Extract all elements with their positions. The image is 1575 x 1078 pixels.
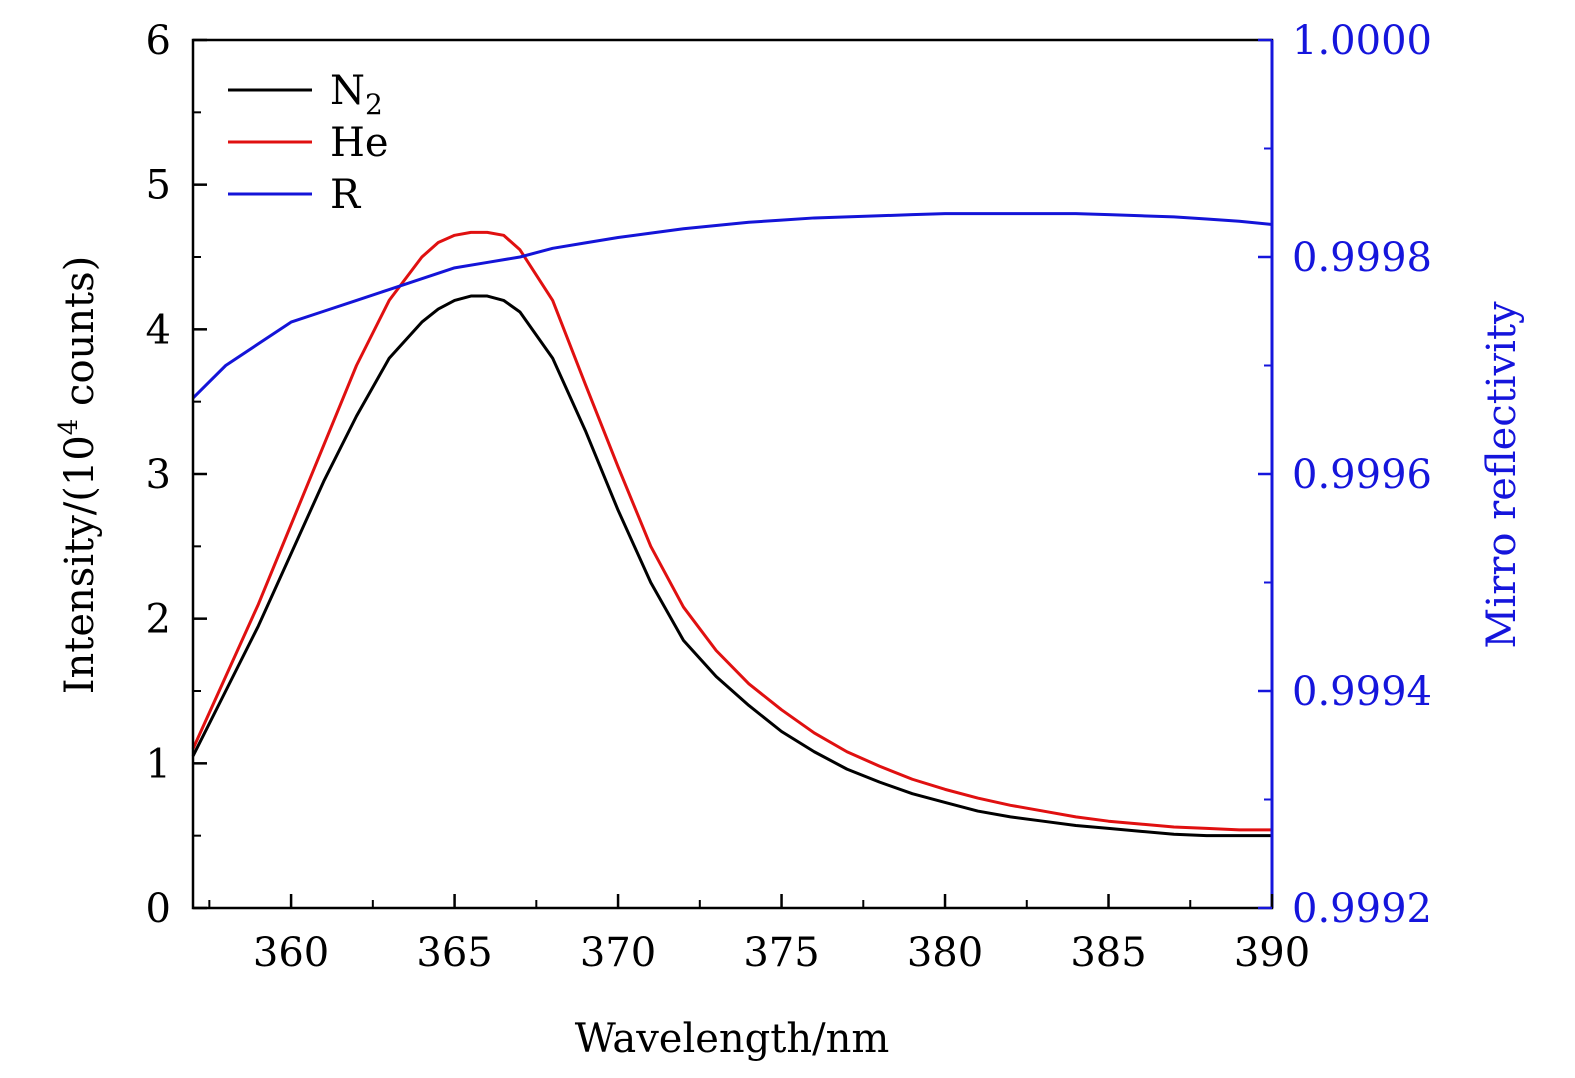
- y-axis-label-superscript: 4: [54, 419, 84, 436]
- legend-label-N2: N2: [330, 68, 383, 121]
- y-axis-label: Intensity/(104 counts): [54, 256, 103, 695]
- y-tick-label: 1: [146, 741, 171, 787]
- y-tick-label: 6: [146, 18, 171, 64]
- series-line-N2: [191, 294, 1272, 838]
- y2-tick-label: 0.9998: [1292, 235, 1432, 281]
- y-tick-label: 4: [146, 307, 171, 353]
- y2-axis-ticks: 0.9992 0.9994 0.9996 0.9998 1.0000: [1258, 18, 1432, 932]
- plot-frame: [191, 38, 1274, 910]
- y-tick-label: 2: [146, 597, 171, 643]
- y-axis-ticks: 0 1 2 3 4 5 6: [146, 18, 207, 932]
- legend-label-subscript: 2: [365, 88, 383, 121]
- y-axis-label-tail: counts): [57, 256, 103, 419]
- legend-label-He: He: [330, 120, 389, 166]
- series-line-He: [191, 230, 1272, 832]
- x-tick-label: 375: [743, 930, 819, 976]
- y2-axis-label: Mirro reflectivity: [1479, 301, 1525, 649]
- y-tick-label: 0: [146, 886, 171, 932]
- x-tick-label: 365: [416, 930, 492, 976]
- x-axis-ticks: 360 365 370 375 380 385 390: [208, 894, 1310, 976]
- y-tick-label: 5: [146, 163, 171, 209]
- legend-label-R: R: [330, 172, 362, 218]
- series-layer: [191, 212, 1273, 838]
- y-tick-label: 3: [146, 452, 171, 498]
- x-tick-label: 385: [1070, 930, 1146, 976]
- x-tick-label: 370: [580, 930, 656, 976]
- y2-tick-label: 0.9994: [1292, 669, 1432, 715]
- series-line-R: [191, 212, 1273, 400]
- x-tick-label: 380: [907, 930, 983, 976]
- x-axis-label: Wavelength/nm: [575, 1016, 890, 1062]
- x-tick-label: 390: [1234, 930, 1310, 976]
- y2-tick-label: 0.9992: [1292, 886, 1432, 932]
- y2-tick-label: 0.9996: [1292, 452, 1432, 498]
- y2-tick-label: 1.0000: [1292, 18, 1432, 64]
- x-tick-label: 360: [253, 930, 329, 976]
